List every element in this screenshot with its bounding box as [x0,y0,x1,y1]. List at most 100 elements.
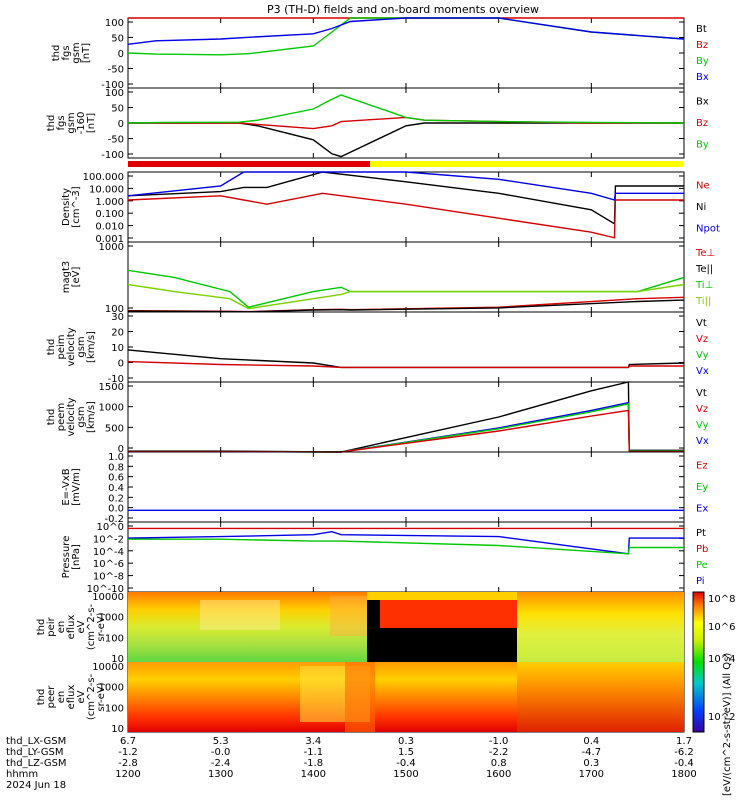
panel-ylabel: thdfgsgsm-160[nT] [46,112,97,135]
ylabel-line: [mV/m] [71,468,82,506]
ylabel-line: gsm [66,112,77,133]
panel-frame [127,17,685,89]
ylabel-line: Pressure [61,536,72,579]
legend-item: Vz [696,404,708,415]
footer-value: 1800 [671,769,696,780]
series-line-By [127,17,685,56]
footer-value: 0.4 [583,736,599,747]
legend-item: Bx [696,97,709,108]
ytick-label: 0 [118,49,124,60]
legend-item: Ti|| [695,296,711,307]
ytick-label: 30 [111,312,124,323]
panel-ylabel: Pressure[nPa] [61,536,82,579]
ytick-label: 10 [111,654,124,665]
ylabel-line: [nPa] [71,544,82,570]
ytick-label: 0.4 [108,483,124,494]
panel-ylabel: Density[cm^-3] [61,186,82,227]
series-line-Bx [128,122,684,158]
ylabel-line: thd [46,409,57,426]
legend-item: Pe [696,560,708,571]
ytick-label: 0.100 [95,209,124,220]
series-line-Vz [127,360,684,369]
ylabel-line: en [56,621,67,634]
mode-bar-slow [128,161,370,167]
ytick-label: 1000 [99,683,124,694]
ytick-label: 10^0 [97,522,124,533]
ylabel-line: thd [51,45,62,62]
ytick-label: 0 [118,119,124,130]
ylabel-line: eflux [66,615,77,640]
ylabel-line: thd [46,339,57,356]
ytick-label: 0.2 [108,493,124,504]
ylabel-line: (cm^2-s- [86,603,97,650]
ion-spectrogram [128,592,684,662]
ytick-label: 1000 [99,242,124,253]
legend-item: Vz [696,334,708,345]
footer-value: -2.2 [489,747,509,758]
ylabel-line: [nT] [86,113,97,133]
ylabel-line: Density [61,188,72,226]
ytick-label: 0.0 [108,504,124,515]
ylabel-line: peim [56,334,67,359]
ytick-label: 10^-8 [93,572,124,583]
panel-ylabel: thdpeimvelocitygsm[km/s] [46,327,97,366]
footer-value: -1.1 [304,747,324,758]
ytick-label: 1000 [99,403,124,414]
panel-ylabel: thdpeemvelocitygsm[km/s] [46,397,97,436]
legend-item: Ex [696,503,708,514]
series-line-Npot [127,171,684,201]
ytick-label: 10 [111,343,124,354]
ylabel-line: peir [46,616,57,636]
ylabel-line: peer [46,685,57,709]
footer-value: 3.4 [305,736,321,747]
footer-row-label: thd_LX-GSM [6,736,66,747]
footer-row-label: thd_LZ-GSM [6,758,67,769]
legend-item: Bx [696,72,709,83]
ylabel-line: (cm^2-s- [86,673,97,720]
ylabel-line: fgs [61,45,72,60]
legend-item: By [696,56,709,67]
footer-value: -2.8 [118,758,138,769]
footer-value: -1.8 [304,758,324,769]
panel-ylabel: thdpeerenefluxeV(cm^2-s-sr-eV) [36,673,107,720]
ylabel-line: gsm [76,406,87,427]
series-line-Ni [127,171,684,226]
ytick-label: -100 [101,80,124,91]
footer-row-label: 2024 Jun 18 [6,780,66,791]
ytick-label: 50 [111,104,124,115]
mode-bar-fast [370,161,684,167]
ytick-label: 100 [105,703,124,714]
ytick-label: 10.000 [89,184,124,195]
ylabel-line: thd [46,115,57,132]
panel-ylabel: thdfgsgsm[nT] [51,42,92,63]
footer-value: -2.4 [211,758,231,769]
panel-frame [127,521,685,593]
legend-item: Ne [696,181,710,192]
colorbar-tick: 10^2 [708,712,735,723]
footer-value: -0.4 [396,758,416,769]
ylabel-line: [km/s] [86,331,97,363]
legend-item: Vx [696,366,709,377]
ytick-label: 10000 [92,592,124,603]
footer-value: 1200 [115,769,140,780]
footer-value: -1.0 [489,736,509,747]
colorbar: 10^8 10^6 10^4 10^2 [eV/(cm^2-s-str-eV)]… [692,591,735,796]
ylabel-line: sr-eV) [96,612,107,641]
ytick-label: 1.000 [95,197,124,208]
ylabel-line: velocity [66,397,77,436]
ytick-label: 1000 [99,613,124,624]
footer-value: -0.4 [674,758,694,769]
legend-item: Ey [696,482,708,493]
figure-title: P3 (TH-D) fields and on-board moments ov… [267,3,539,16]
ylabel-line: eV [76,690,87,703]
footer-value: 1500 [393,769,418,780]
ylabel-line: thd [36,619,47,636]
legend-item: Te|| [695,264,713,275]
ylabel-line: [nT] [81,43,92,63]
colorbar-tick: 10^6 [708,622,735,633]
ylabel-line: gsm [76,336,87,357]
ylabel-line: thd [36,689,47,706]
ylabel-line: [eV] [71,267,82,288]
